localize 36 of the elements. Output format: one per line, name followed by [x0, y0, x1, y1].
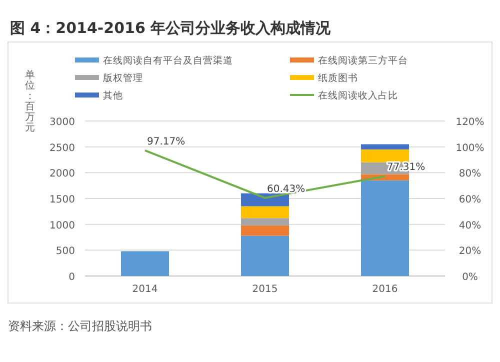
bar	[241, 225, 289, 236]
y2-tick-label: 60%	[458, 194, 482, 206]
legend-label: 纸质图书	[318, 72, 358, 84]
legend-label: 在线阅读第三方平台	[318, 54, 408, 66]
y2-tick-label: 120%	[456, 117, 484, 128]
x-tick-label: 2016	[372, 284, 398, 295]
bar	[241, 218, 289, 226]
text: 资料来源：公司招股说明书	[8, 319, 152, 333]
legend-label: 版权管理	[103, 72, 143, 84]
y-tick-label: 3000	[50, 117, 75, 128]
x-tick-label: 2014	[132, 284, 158, 295]
data-label: 60.43%	[267, 184, 306, 195]
x-tick-label: 2015	[252, 284, 278, 295]
bar	[361, 149, 409, 162]
y-tick-label: 0	[68, 272, 75, 283]
chart-title: 图 4：2014-2016 年公司分业务收入构成情况	[10, 19, 332, 37]
legend-label: 其他	[103, 90, 123, 102]
y2-tick-label: 100%	[456, 142, 484, 154]
y2-tick-label: 20%	[458, 246, 482, 258]
bar	[121, 251, 169, 276]
y-tick-label: 500	[56, 246, 75, 258]
bar	[361, 144, 409, 150]
data-label: 97.17%	[147, 136, 186, 148]
y2-tick-label: 0%	[462, 272, 478, 283]
y-axis-title: 单位：百万元	[25, 69, 35, 134]
bar	[241, 236, 289, 276]
y-tick-label: 2000	[50, 168, 75, 180]
y-tick-label: 2500	[50, 142, 75, 154]
y-tick-label: 1000	[50, 220, 75, 232]
bar	[241, 206, 289, 218]
y2-tick-label: 80%	[458, 168, 482, 180]
bar	[361, 180, 409, 276]
legend-label: 在线阅读收入占比	[318, 90, 398, 102]
y-tick-label: 1500	[50, 194, 75, 206]
y2-tick-label: 40%	[458, 220, 482, 232]
legend-label: 在线阅读自有平台及自营渠道	[103, 54, 233, 66]
